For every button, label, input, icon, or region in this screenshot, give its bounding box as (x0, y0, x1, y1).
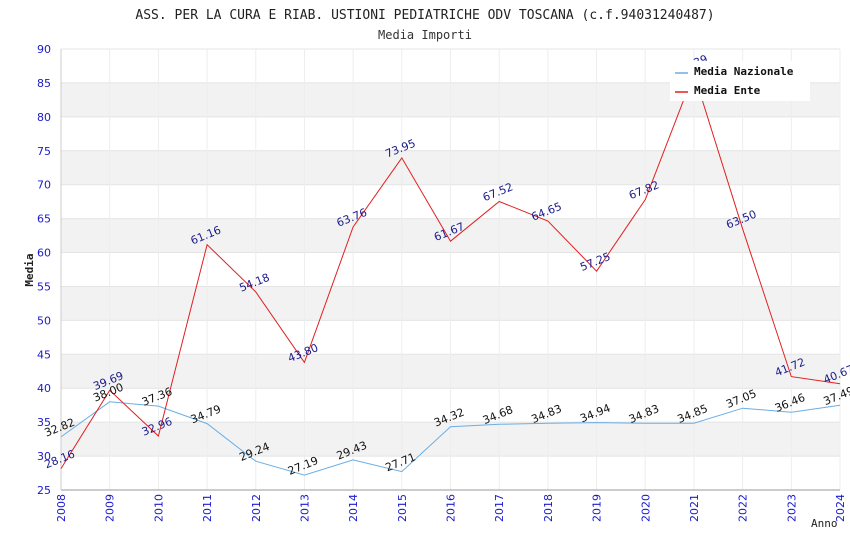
legend-box (670, 61, 810, 101)
series-line-media-ente (60, 71, 841, 469)
series-lines (60, 71, 841, 476)
x-tick-label: 2014 (347, 494, 360, 522)
y-tick-label: 60 (37, 247, 51, 260)
chart-subtitle: Media Importi (378, 28, 472, 42)
y-tick-label: 25 (37, 484, 51, 497)
y-tick-label: 80 (37, 111, 51, 124)
y-tick-label: 90 (37, 43, 51, 56)
x-tick-label: 2008 (55, 494, 68, 522)
x-tick-label: 2023 (785, 494, 798, 522)
x-tick-label: 2016 (445, 494, 458, 522)
legend-label-media-ente: Media Ente (694, 84, 761, 97)
y-tick-label: 50 (37, 314, 51, 327)
y-tick-label: 45 (37, 348, 51, 361)
x-tick-label: 2013 (298, 494, 311, 522)
x-tick-label: 2019 (591, 494, 604, 522)
y-axis-label: Media (23, 253, 36, 286)
y-tick-label: 40 (37, 382, 51, 395)
x-tick-labels: 2008 2009 2010 2011 2012 2013 2014 2015 2016 2017… (55, 494, 847, 522)
x-tick-label: 2020 (639, 494, 652, 522)
series-line-media-nazionale (60, 401, 841, 476)
data-label: 36.46 (773, 391, 807, 415)
y-tick-label: 85 (37, 77, 51, 90)
x-tick-label: 2024 (834, 494, 847, 522)
x-tick-label: 2009 (104, 494, 117, 522)
x-tick-label: 2015 (396, 494, 409, 522)
y-tick-label: 65 (37, 213, 51, 226)
y-tick-label: 55 (37, 280, 51, 293)
x-tick-label: 2017 (493, 494, 506, 522)
data-label: 37.05 (724, 387, 758, 411)
chart-title: ASS. PER LA CURA E RIAB. USTIONI PEDIATR… (135, 8, 714, 23)
x-tick-label: 2021 (688, 494, 701, 522)
data-label: 27.19 (286, 454, 320, 478)
x-tick-label: 2011 (201, 494, 214, 522)
x-tick-label: 2012 (250, 494, 263, 522)
legend-label-media-nazionale: Media Nazionale (694, 65, 794, 78)
x-tick-label: 2022 (737, 494, 750, 522)
y-tick-labels: 25 30 35 40 45 50 55 60 65 70 75 80 85 90 (37, 43, 51, 497)
x-tick-label: 2018 (542, 494, 555, 522)
x-axis-label: Anno (811, 517, 838, 530)
legend: Media Nazionale Media Ente (670, 61, 810, 101)
x-tick-label: 2010 (152, 494, 165, 522)
y-tick-label: 30 (37, 450, 51, 463)
y-tick-label: 70 (37, 179, 51, 192)
plot-gridlines (60, 48, 841, 491)
y-tick-label: 35 (37, 416, 51, 429)
y-tick-label: 75 (37, 145, 51, 158)
